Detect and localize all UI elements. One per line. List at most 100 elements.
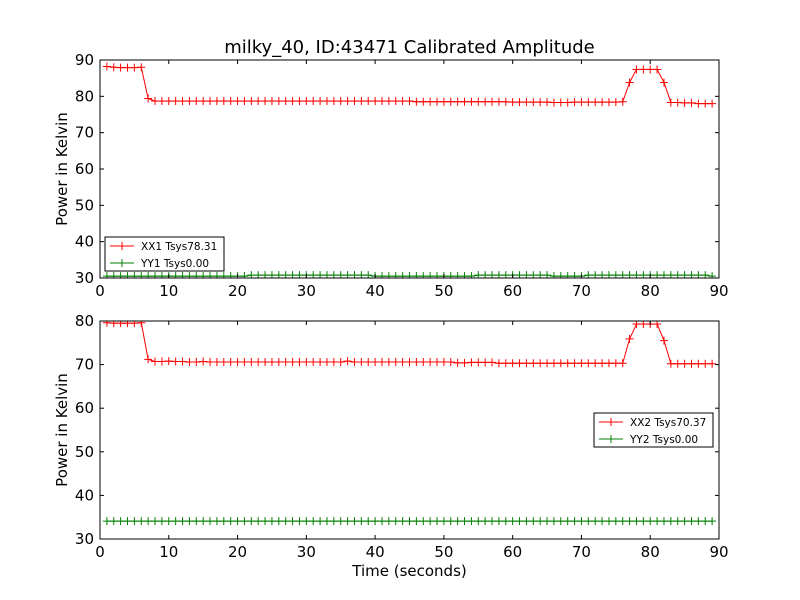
data-point — [433, 97, 442, 106]
data-point — [144, 355, 153, 364]
data-point — [240, 517, 249, 526]
data-point — [350, 517, 359, 526]
x-tick-label: 50 — [434, 282, 453, 300]
data-point — [309, 517, 318, 526]
data-point — [708, 517, 717, 526]
data-point — [102, 517, 111, 526]
data-point — [377, 357, 386, 366]
data-point — [508, 98, 517, 107]
legend-entry: YY2 Tsys0.00 — [599, 434, 698, 446]
data-point — [274, 357, 283, 366]
data-point — [371, 517, 380, 526]
legend-marker — [607, 435, 615, 443]
data-point — [529, 359, 538, 368]
data-point — [632, 65, 641, 74]
data-point — [357, 97, 366, 106]
data-point — [563, 517, 572, 526]
data-point — [632, 517, 641, 526]
data-point — [549, 359, 558, 368]
legend-box — [593, 412, 714, 448]
y-tick-label: 40 — [75, 486, 94, 504]
data-point — [646, 65, 655, 74]
data-point — [267, 517, 276, 526]
data-point — [364, 357, 373, 366]
data-point — [488, 358, 497, 367]
data-point — [123, 517, 132, 526]
data-point — [391, 272, 400, 278]
data-point — [219, 357, 228, 366]
data-point — [364, 97, 373, 106]
data-point — [240, 97, 249, 106]
x-tick-label: 10 — [159, 543, 178, 561]
y-tick-label: 80 — [75, 312, 94, 330]
y-tick-label: 30 — [75, 530, 94, 548]
data-point — [426, 97, 435, 106]
data-point — [343, 97, 352, 106]
data-point — [123, 63, 132, 72]
x-tick-label: 30 — [297, 543, 316, 561]
data-point — [391, 357, 400, 366]
data-point — [460, 358, 469, 367]
data-point — [611, 517, 620, 526]
data-point — [467, 517, 476, 526]
data-point — [102, 321, 111, 327]
x-tick-label: 40 — [366, 543, 385, 561]
data-point — [267, 97, 276, 106]
data-point — [701, 517, 710, 526]
data-point — [618, 97, 627, 106]
data-point — [570, 98, 579, 107]
data-point — [164, 357, 173, 366]
data-point — [433, 517, 442, 526]
data-point — [577, 359, 586, 368]
data-point — [288, 517, 297, 526]
data-point — [137, 272, 146, 278]
data-point — [384, 97, 393, 106]
data-point — [151, 517, 160, 526]
data-point — [426, 272, 435, 278]
data-point — [206, 272, 215, 278]
data-point — [226, 97, 235, 106]
data-point — [281, 517, 290, 526]
data-point — [501, 517, 510, 526]
data-point — [426, 517, 435, 526]
data-point — [240, 357, 249, 366]
data-point — [295, 97, 304, 106]
data-point — [116, 517, 125, 526]
data-point — [157, 97, 166, 106]
data-point — [494, 359, 503, 368]
data-point — [426, 357, 435, 366]
data-point — [144, 272, 153, 278]
data-point — [446, 272, 455, 278]
data-point — [226, 272, 235, 278]
data-point — [329, 97, 338, 106]
data-point — [157, 357, 166, 366]
data-point — [267, 357, 276, 366]
legend-label: XX2 Tsys70.37 — [630, 417, 706, 429]
data-point — [687, 359, 696, 368]
chart-panel-2: 0 10 20 30 40 50 60 70 80 90 30 40 50 60 70 80 Time (sec… — [53, 312, 729, 580]
data-point — [137, 517, 146, 526]
y-tick-label: 60 — [75, 160, 94, 178]
data-point — [405, 517, 414, 526]
data-point — [659, 78, 668, 87]
x-tick-label: 70 — [572, 282, 591, 300]
data-point — [371, 97, 380, 106]
data-point — [687, 98, 696, 107]
x-tick-label: 50 — [434, 543, 453, 561]
data-point — [419, 357, 428, 366]
data-point — [439, 357, 448, 366]
data-point — [302, 97, 311, 106]
data-point — [281, 357, 290, 366]
data-point — [185, 97, 194, 106]
data-point — [460, 97, 469, 106]
data-point — [274, 97, 283, 106]
data-point — [570, 517, 579, 526]
data-point — [254, 97, 263, 106]
data-point — [563, 272, 572, 278]
data-point — [261, 97, 270, 106]
data-point — [536, 517, 545, 526]
legend: XX2 Tsys70.37 YY2 Tsys0.00 — [593, 412, 714, 448]
data-point — [384, 357, 393, 366]
data-point — [522, 517, 531, 526]
data-point — [281, 97, 290, 106]
